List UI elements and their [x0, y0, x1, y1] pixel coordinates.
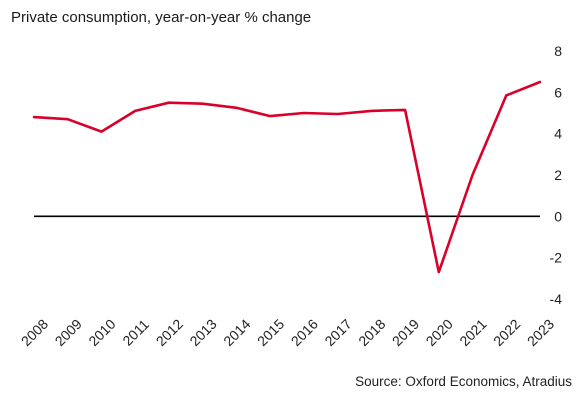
- x-tick-label: 2016: [288, 316, 321, 349]
- x-tick-label: 2022: [490, 316, 523, 349]
- x-tick-label: 2015: [254, 316, 287, 349]
- y-tick-label: 8: [554, 43, 562, 59]
- x-tick-label: 2010: [85, 316, 118, 349]
- source-note: Source: Oxford Economics, Atradius: [355, 374, 572, 389]
- x-tick-label: 2021: [456, 316, 489, 349]
- series-line: [32, 80, 542, 274]
- x-tick-label: 2019: [389, 316, 422, 349]
- x-tick-label: 2014: [220, 316, 253, 349]
- y-tick-label: 2: [554, 167, 562, 183]
- y-tick-label: -2: [550, 250, 563, 266]
- x-tick-label: 2013: [186, 316, 219, 349]
- x-tick-label: 2018: [355, 316, 388, 349]
- series-layer: [32, 80, 542, 274]
- y-tick-label: -4: [550, 291, 563, 307]
- y-tick-label: 4: [554, 126, 562, 142]
- x-tick-label: 2017: [321, 316, 354, 349]
- x-tick-label: 2020: [423, 316, 456, 349]
- x-tick-label: 2011: [119, 316, 152, 349]
- x-axis: 2008 2009 2010 2011 2012 2013 2014 2015 2016 2017…: [18, 316, 557, 349]
- x-tick-label: 2012: [153, 316, 186, 349]
- y-tick-label: 0: [554, 208, 562, 224]
- x-tick-label: 2008: [18, 316, 51, 349]
- chart-title: Private consumption, year-on-year % chan…: [11, 9, 312, 26]
- y-axis: 8 6 4 2 0 -2 -4: [34, 43, 562, 307]
- x-tick-label: 2023: [524, 316, 557, 349]
- x-tick-label: 2009: [52, 316, 85, 349]
- y-tick-label: 6: [554, 84, 562, 100]
